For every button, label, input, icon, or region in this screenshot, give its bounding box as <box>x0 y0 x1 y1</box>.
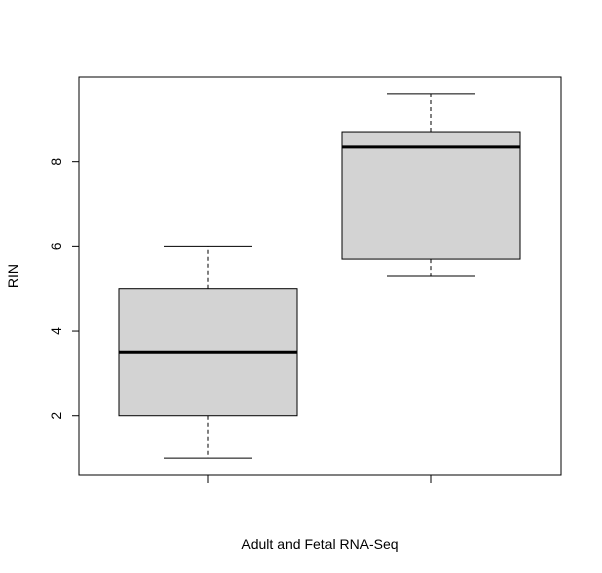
box-group-2 <box>341 93 521 277</box>
box-group-1 <box>118 245 298 459</box>
y-tick-label-4: 4 <box>48 327 64 335</box>
plot-frame <box>78 76 562 476</box>
y-tick-label-6: 6 <box>48 242 64 250</box>
boxes-layer <box>118 93 521 459</box>
x-axis-label: Adult and Fetal RNA-Seq <box>241 536 398 552</box>
x-axis <box>207 475 432 483</box>
box-2 <box>341 131 521 260</box>
y-tick-label-2: 2 <box>48 412 64 420</box>
y-axis: 2 4 6 8 <box>48 158 79 420</box>
y-tick-label-8: 8 <box>48 158 64 166</box>
y-axis-label: RIN <box>5 264 21 288</box>
